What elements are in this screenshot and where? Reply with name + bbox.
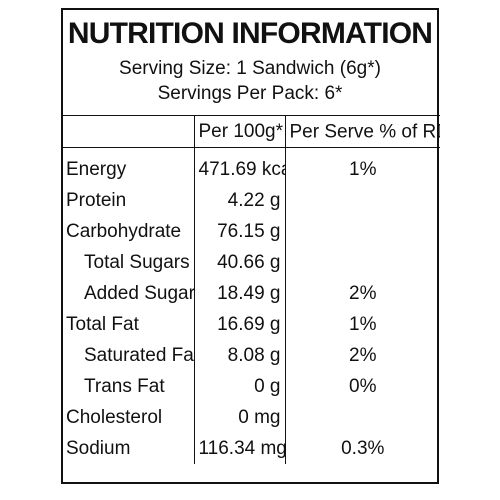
nutrient-name: Total Fat bbox=[62, 309, 195, 340]
nutrition-table: Per 100g* Per Serve % of RDA# Energy471.… bbox=[62, 115, 440, 464]
rda-value: 0% bbox=[284, 371, 440, 402]
nutrient-name: Trans Fat bbox=[62, 371, 195, 402]
per-100g-value: 40.66 g bbox=[193, 247, 286, 278]
per-100g-value: 116.34 mg bbox=[193, 433, 286, 464]
rda-value: 0.3% bbox=[284, 433, 440, 464]
header-per-serve: Per Serve % of RDA# bbox=[284, 115, 441, 148]
per-100g-value: 18.49 g bbox=[193, 278, 286, 309]
serving-size: Serving Size: 1 Sandwich (6g*) bbox=[119, 58, 381, 79]
nutrient-name: Sodium bbox=[62, 433, 195, 464]
nutrient-name: Protein bbox=[62, 185, 195, 216]
table-row: Protein 4.22 g bbox=[62, 185, 440, 216]
rda-value: 1% bbox=[284, 147, 440, 185]
per-100g-value: 0 g bbox=[193, 371, 286, 402]
table-row: Carbohydrate 76.15 g bbox=[62, 216, 440, 247]
serving-info: Serving Size: 1 Sandwich (6g*) Servings … bbox=[63, 56, 437, 106]
servings-per-pack: Servings Per Pack: 6* bbox=[157, 83, 343, 104]
nutrient-name: Total Sugars bbox=[62, 247, 195, 278]
table-row: Cholesterol 0 mg bbox=[62, 402, 440, 433]
nutrition-panel: NUTRITION INFORMATION Serving Size: 1 Sa… bbox=[61, 8, 440, 484]
rda-value bbox=[284, 247, 440, 278]
rda-value bbox=[284, 402, 440, 433]
rda-value bbox=[284, 185, 440, 216]
table-header-row: Per 100g* Per Serve % of RDA# bbox=[62, 115, 441, 148]
rda-value: 1% bbox=[284, 309, 440, 340]
header-per-serve-label: Per Serve % of RDA bbox=[289, 121, 441, 143]
table-row: Added Sugars 18.49 g 2% bbox=[62, 278, 440, 309]
rda-value: 2% bbox=[284, 278, 440, 309]
per-100g-value: 4.22 g bbox=[193, 185, 286, 216]
rda-value bbox=[284, 216, 440, 247]
nutrient-name: Cholesterol bbox=[62, 402, 195, 433]
nutrient-name: Added Sugars bbox=[62, 278, 195, 309]
table-row: Total Fat 16.69 g 1% bbox=[62, 309, 440, 340]
table-row: Saturated Fat 8.08 g 2% bbox=[62, 340, 440, 371]
nutrient-name: Carbohydrate bbox=[62, 216, 195, 247]
per-100g-value: 76.15 g bbox=[193, 216, 286, 247]
header-per-100g: Per 100g* bbox=[193, 115, 286, 148]
table-row: Sodium 116.34 mg 0.3% bbox=[62, 433, 440, 464]
table-row: Total Sugars 40.66 g bbox=[62, 247, 440, 278]
nutrient-name: Saturated Fat bbox=[62, 340, 195, 371]
rda-value: 2% bbox=[284, 340, 440, 371]
table-row: Trans Fat 0 g 0% bbox=[62, 371, 440, 402]
per-100g-value: 8.08 g bbox=[193, 340, 286, 371]
header-nutrient bbox=[62, 115, 195, 148]
nutrient-name: Energy bbox=[62, 147, 195, 185]
panel-title: NUTRITION INFORMATION bbox=[67, 17, 433, 50]
per-100g-value: 471.69 kcal bbox=[193, 147, 286, 185]
per-100g-value: 0 mg bbox=[193, 402, 286, 433]
per-100g-value: 16.69 g bbox=[193, 309, 286, 340]
